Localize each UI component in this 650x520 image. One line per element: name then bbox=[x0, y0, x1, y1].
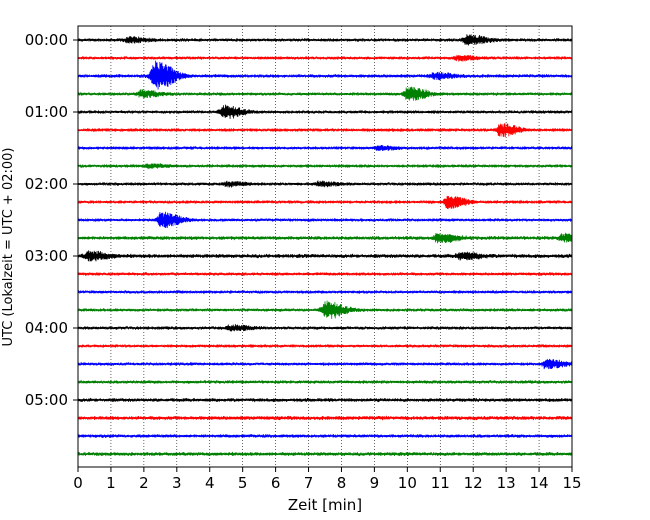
x-tick-label: 8 bbox=[337, 474, 347, 492]
x-tick-label: 2 bbox=[139, 474, 149, 492]
seismogram-traces bbox=[77, 34, 573, 457]
x-tick-label: 14 bbox=[530, 474, 549, 492]
y-tick-label: 05:00 bbox=[25, 391, 68, 409]
trace-0245 bbox=[77, 232, 573, 244]
trace-0530 bbox=[77, 433, 573, 439]
y-tick-label: 01:00 bbox=[25, 103, 68, 121]
x-axis: 0 1 2 3 4 5 6 7 8 9 10 11 12 13 14 15 bbox=[73, 467, 582, 492]
plot-area bbox=[78, 26, 572, 467]
trace-0345 bbox=[77, 300, 573, 319]
x-tick-label: 13 bbox=[497, 474, 516, 492]
y-tick-label: 03:00 bbox=[25, 247, 68, 265]
trace-0415 bbox=[77, 343, 573, 349]
x-tick-label: 6 bbox=[271, 474, 281, 492]
trace-0315 bbox=[77, 271, 573, 277]
trace-0230 bbox=[77, 211, 573, 228]
trace-0500 bbox=[77, 397, 573, 403]
trace-0515 bbox=[77, 415, 573, 421]
trace-0115 bbox=[77, 123, 573, 137]
trace-0000 bbox=[77, 34, 573, 46]
x-tick-label: 9 bbox=[370, 474, 380, 492]
trace-0200 bbox=[77, 180, 573, 188]
trace-0145 bbox=[77, 163, 573, 170]
y-tick-label: 02:00 bbox=[25, 175, 68, 193]
x-tick-label: 4 bbox=[205, 474, 215, 492]
trace-0300 bbox=[77, 250, 573, 262]
y-tick-label: 04:00 bbox=[25, 319, 68, 337]
x-tick-label: 5 bbox=[238, 474, 248, 492]
x-tick-label: 15 bbox=[562, 474, 581, 492]
trace-0445 bbox=[77, 379, 573, 385]
x-tick-label: 1 bbox=[106, 474, 116, 492]
trace-0400 bbox=[77, 324, 573, 332]
trace-0430 bbox=[77, 358, 573, 370]
x-axis-label: Zeit [min] bbox=[288, 496, 362, 514]
x-tick-label: 10 bbox=[398, 474, 417, 492]
trace-0130 bbox=[77, 144, 573, 152]
trace-0015 bbox=[77, 54, 573, 62]
trace-0545 bbox=[77, 451, 573, 457]
trace-0215 bbox=[77, 195, 573, 210]
x-tick-label: 7 bbox=[304, 474, 314, 492]
trace-0045 bbox=[77, 86, 573, 101]
trace-0330 bbox=[77, 289, 573, 295]
y-axis-label: UTC (Lokalzeit = UTC + 02:00) bbox=[1, 148, 16, 347]
plot-frame bbox=[77, 25, 573, 468]
x-tick-label: 11 bbox=[431, 474, 450, 492]
y-axis: 00:00 01:00 02:00 03:00 04:00 05:00 bbox=[25, 31, 78, 409]
trace-0030 bbox=[77, 60, 573, 90]
trace-0100 bbox=[77, 104, 573, 119]
x-tick-label: 3 bbox=[172, 474, 182, 492]
y-tick-label: 00:00 bbox=[25, 31, 68, 49]
x-tick-label: 12 bbox=[464, 474, 483, 492]
x-tick-label: 0 bbox=[73, 474, 83, 492]
